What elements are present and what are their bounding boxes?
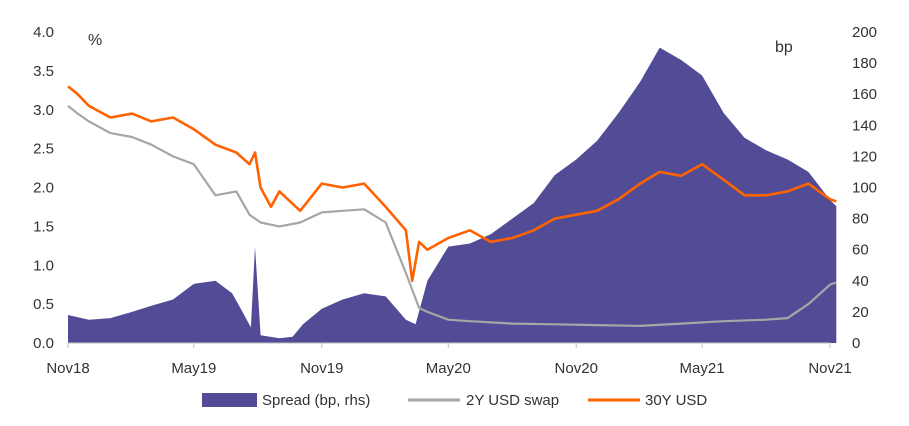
legend-spread-swatch bbox=[202, 393, 257, 407]
left-tick-label: 0.0 bbox=[33, 335, 54, 352]
series-2y-swap-line bbox=[67, 105, 837, 327]
x-tick-label: May20 bbox=[426, 360, 471, 377]
right-tick-label: 40 bbox=[852, 273, 869, 290]
x-tick-label: Nov21 bbox=[808, 360, 851, 377]
series-30y-line bbox=[67, 85, 837, 283]
left-axis: 0.0 0.5 1.0 1.5 2.0 2.5 3.0 3.5 4.0 bbox=[33, 24, 54, 352]
right-tick-label: 80 bbox=[852, 211, 869, 228]
x-tick-label: Nov18 bbox=[46, 360, 89, 377]
right-tick-label: 140 bbox=[852, 117, 877, 134]
right-tick-label: 180 bbox=[852, 55, 877, 72]
left-axis-unit: % bbox=[88, 32, 102, 49]
right-axis: 0 20 40 60 80 100 120 140 160 180 200 bbox=[852, 24, 877, 352]
legend: Spread (bp, rhs) 2Y USD swap 30Y USD bbox=[202, 392, 707, 409]
left-tick-label: 3.0 bbox=[33, 102, 54, 119]
right-tick-label: 60 bbox=[852, 242, 869, 259]
right-axis-unit: bp bbox=[775, 39, 793, 56]
right-tick-label: 20 bbox=[852, 304, 869, 321]
legend-30y-label: 30Y USD bbox=[645, 392, 707, 409]
left-tick-label: 3.5 bbox=[33, 63, 54, 80]
spread-area-layer bbox=[68, 47, 837, 343]
series-spread-area bbox=[68, 47, 837, 343]
legend-2y-swap-label: 2Y USD swap bbox=[466, 392, 559, 409]
x-tick-label: May21 bbox=[680, 360, 725, 377]
x-axis: Nov18 May19 Nov19 May20 Nov20 May21 Nov21 bbox=[46, 343, 852, 377]
lines-layer bbox=[67, 85, 837, 327]
x-tick-label: May19 bbox=[171, 360, 216, 377]
left-tick-label: 2.0 bbox=[33, 180, 54, 197]
left-tick-label: 4.0 bbox=[33, 24, 54, 41]
x-tick-label: Nov19 bbox=[300, 360, 343, 377]
right-tick-label: 120 bbox=[852, 148, 877, 165]
right-tick-label: 0 bbox=[852, 335, 860, 352]
legend-spread-label: Spread (bp, rhs) bbox=[262, 392, 370, 409]
right-tick-label: 200 bbox=[852, 24, 877, 41]
left-tick-label: 0.5 bbox=[33, 296, 54, 313]
right-tick-label: 100 bbox=[852, 180, 877, 197]
left-tick-label: 2.5 bbox=[33, 141, 54, 158]
left-tick-label: 1.5 bbox=[33, 218, 54, 235]
x-tick-label: Nov20 bbox=[555, 360, 598, 377]
right-tick-label: 160 bbox=[852, 86, 877, 103]
left-tick-label: 1.0 bbox=[33, 257, 54, 274]
